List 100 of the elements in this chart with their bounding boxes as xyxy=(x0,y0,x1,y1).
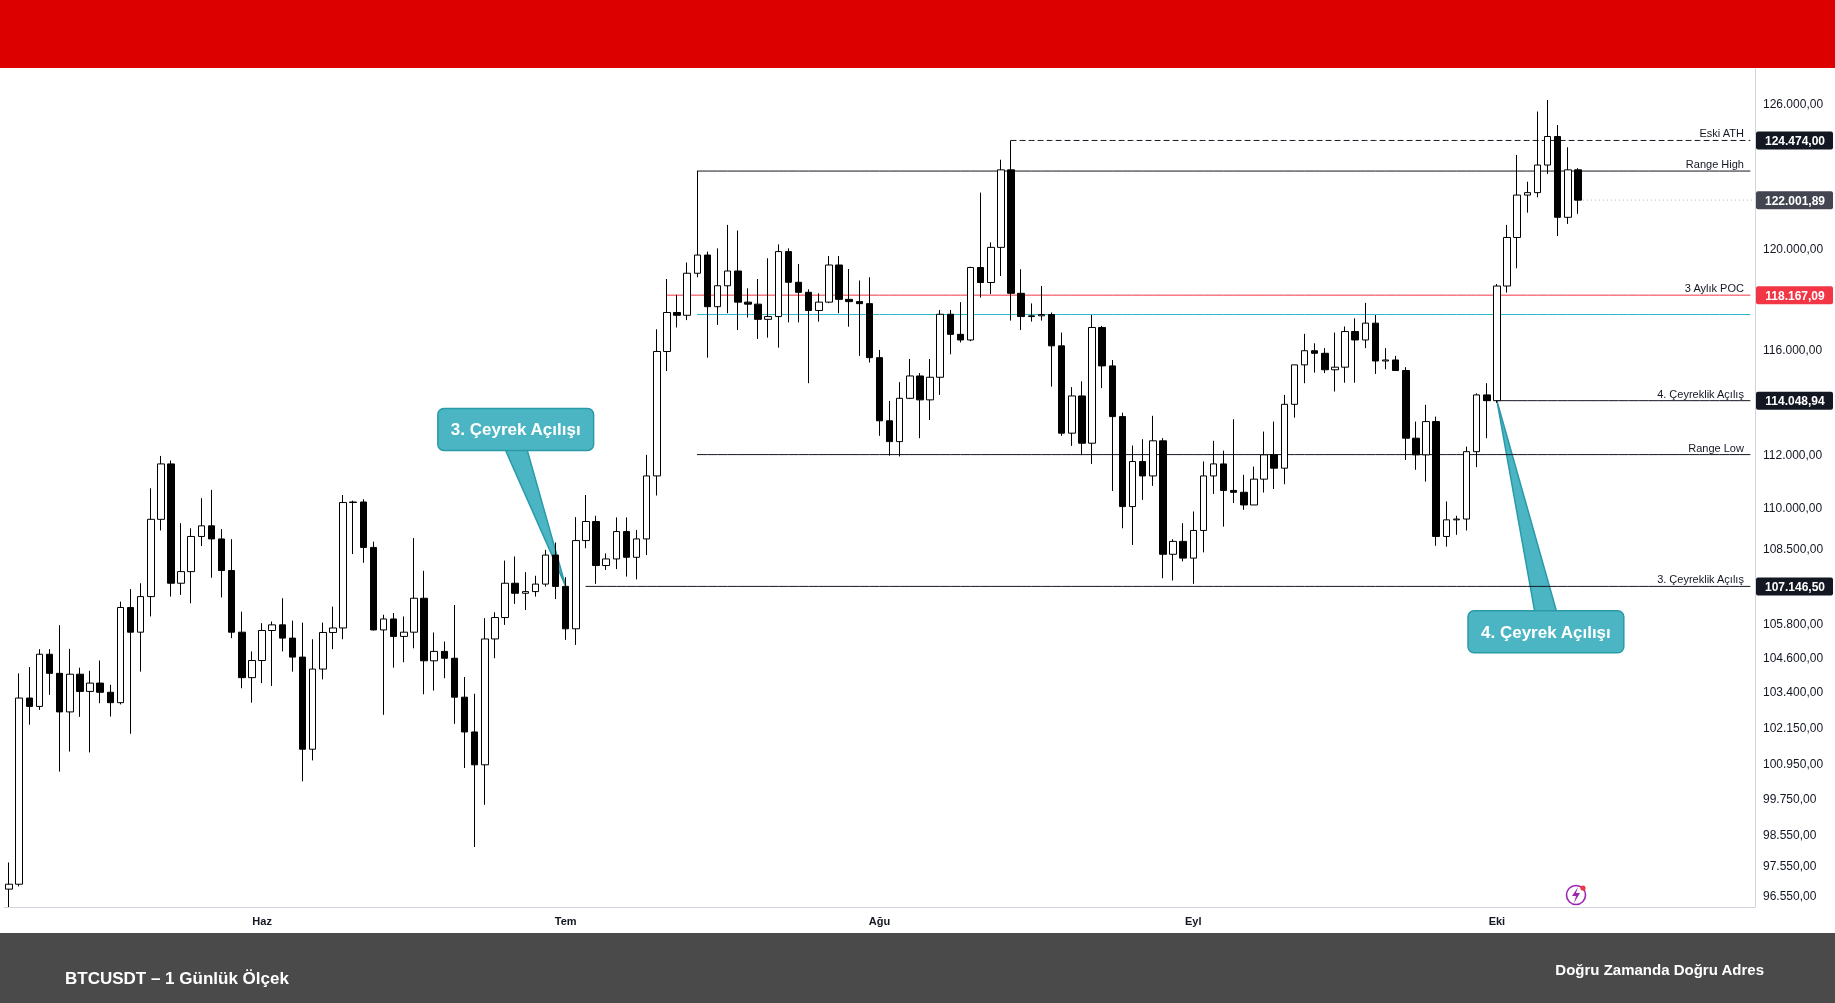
text: Doğru Zamanda Doğru Adres xyxy=(1555,961,1764,978)
candlestick xyxy=(299,622,306,782)
candlestick xyxy=(1068,386,1076,447)
candlestick xyxy=(1058,332,1065,437)
candlestick xyxy=(107,684,114,718)
candlestick xyxy=(532,575,539,598)
x-tick-label: Tem xyxy=(554,914,577,927)
y-tick-label: 110.000,00 xyxy=(1763,501,1823,516)
series-label: 4. Çeyreklik Açılış xyxy=(1657,387,1745,400)
series-label: Eski ATH xyxy=(1699,127,1744,140)
series-label: Range High xyxy=(1685,158,1744,171)
candlestick xyxy=(400,615,408,663)
candlestick xyxy=(1159,437,1167,579)
candlestick xyxy=(410,537,418,649)
candlestick xyxy=(198,497,205,547)
y-tick-label: 103.400,00 xyxy=(1763,685,1824,700)
y-tick-label: 104.600,00 xyxy=(1763,650,1824,665)
candlestick xyxy=(694,170,701,278)
candlestick xyxy=(86,670,94,753)
candlestick xyxy=(886,400,893,457)
candlestick xyxy=(66,648,74,753)
candlestick xyxy=(1250,466,1258,506)
candlestick xyxy=(754,278,762,340)
candlestick xyxy=(805,288,812,384)
candlestick xyxy=(1463,446,1470,531)
candlestick xyxy=(967,266,974,342)
data-label: 118.167,09 xyxy=(1765,288,1826,303)
candlestick xyxy=(663,278,671,372)
x-tick-label: Eyl xyxy=(1185,914,1202,927)
y-tick-label: 105.800,00 xyxy=(1763,617,1824,632)
candlestick xyxy=(56,624,63,773)
candlestick xyxy=(1179,522,1187,562)
y-tick-label: 120.000,00 xyxy=(1763,242,1824,257)
candlestick xyxy=(714,247,721,326)
candlestick xyxy=(1382,347,1389,370)
candlestick xyxy=(441,641,448,679)
y-tick-label: 102.150,00 xyxy=(1763,721,1824,736)
candlestick xyxy=(775,243,782,349)
candlestick xyxy=(279,597,286,652)
candlestick xyxy=(947,309,954,355)
candlestick xyxy=(653,328,661,497)
candlestick xyxy=(1230,418,1237,504)
candlestick xyxy=(319,622,327,680)
candlestick xyxy=(1301,333,1308,384)
candlestick xyxy=(977,192,984,299)
candlestick xyxy=(1351,317,1359,384)
series-label: Range Low xyxy=(1688,441,1744,454)
candlestick xyxy=(785,247,792,323)
candlestick xyxy=(491,611,499,659)
candlestick xyxy=(704,251,711,359)
candlestick xyxy=(1017,268,1025,331)
y-tick-label: 96.550,00 xyxy=(1763,889,1817,904)
candlestick xyxy=(96,660,104,704)
y-tick-label: 98.550,00 xyxy=(1763,828,1817,843)
candlestick xyxy=(1432,416,1440,547)
candlestick xyxy=(238,611,246,689)
data-label: 114.048,94 xyxy=(1765,394,1826,409)
candlestick xyxy=(562,576,569,641)
candlestick xyxy=(1483,382,1491,439)
series-label: 3 Aylık POC xyxy=(1684,282,1744,295)
y-tick-label: 100.950,00 xyxy=(1763,756,1824,771)
candlestick xyxy=(896,381,903,457)
candlestick xyxy=(866,276,873,364)
candlestick xyxy=(511,555,519,605)
candlestick xyxy=(815,292,823,323)
candlestick xyxy=(76,667,84,718)
candlestick xyxy=(1493,283,1501,404)
candlestick xyxy=(137,582,144,673)
candlestick xyxy=(289,620,296,673)
candlestick xyxy=(835,255,843,314)
candlestick xyxy=(1341,325,1349,384)
candlestick xyxy=(1291,364,1298,419)
candlestick xyxy=(1402,366,1410,461)
data-label: 107.146,50 xyxy=(1764,579,1826,594)
series-label: 3. Çeyreklik Açılış xyxy=(1657,573,1745,586)
candlestick xyxy=(167,459,175,598)
y-tick-label: 126.000,00 xyxy=(1763,97,1824,112)
text: BTCUSDT – 1 Günlük Ölçek xyxy=(65,969,289,989)
candlestick xyxy=(329,606,337,650)
candlestick xyxy=(1281,394,1288,485)
candlestick xyxy=(856,280,863,357)
candlestick xyxy=(1412,421,1420,471)
candlestick xyxy=(1453,515,1460,536)
candlestick xyxy=(522,571,529,611)
candlestick xyxy=(1109,359,1116,492)
candlestick xyxy=(208,489,215,579)
candlestick xyxy=(1098,325,1106,389)
candlestick xyxy=(845,268,853,328)
candlestick xyxy=(1078,380,1086,456)
candlestick xyxy=(1240,474,1248,511)
candlestick xyxy=(613,516,620,570)
candlestick xyxy=(1534,111,1541,198)
candlestick xyxy=(987,241,995,295)
candlestick xyxy=(451,604,458,725)
y-tick-label: 108.500,00 xyxy=(1763,542,1824,557)
candlestick xyxy=(936,309,944,396)
candlestick xyxy=(1372,314,1379,375)
candlestick xyxy=(5,861,13,908)
candlestick xyxy=(1564,146,1572,225)
candlestick xyxy=(572,516,580,646)
